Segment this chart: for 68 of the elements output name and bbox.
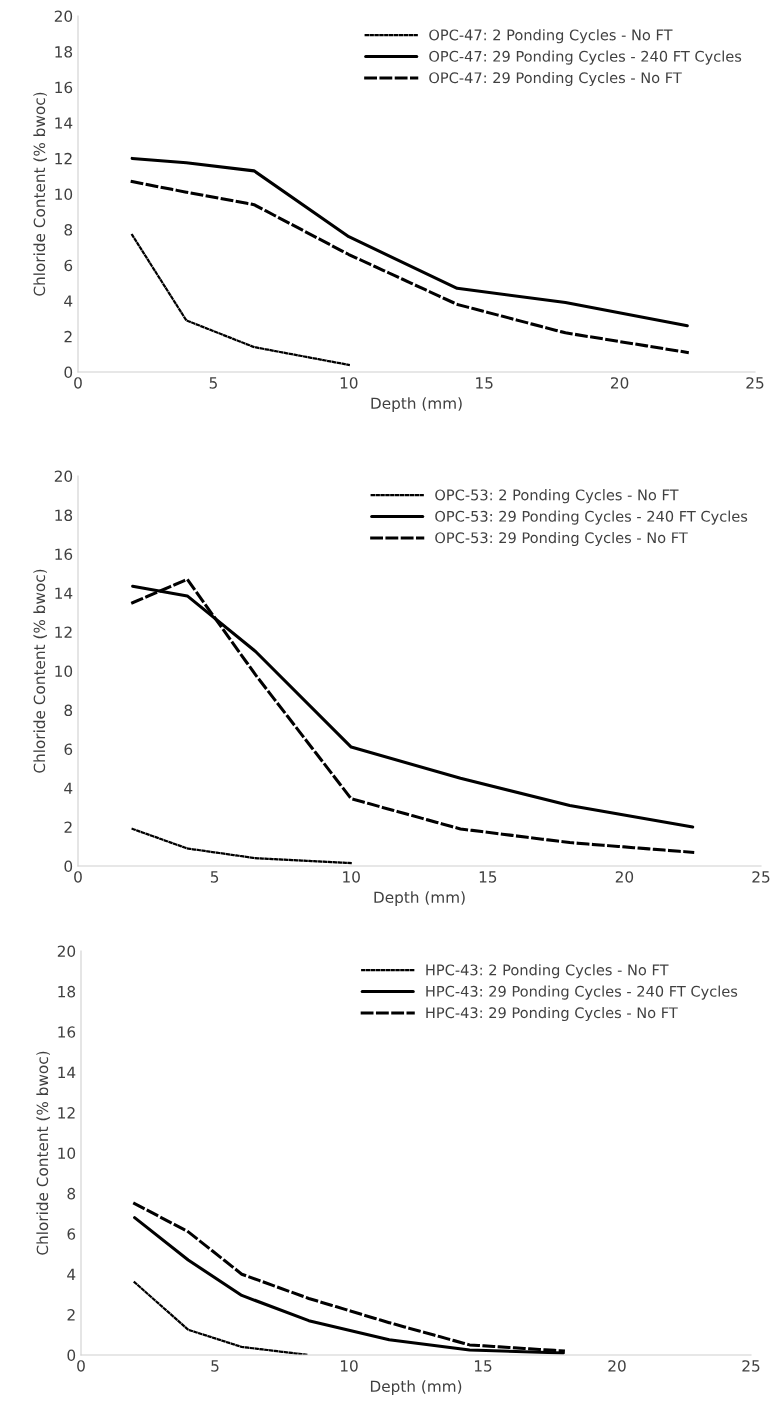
y-axis-title: Chloride Content (% bwoc) xyxy=(36,1051,50,1255)
y-tick-label: 6 xyxy=(67,1228,76,1240)
legend-label: OPC-47: 29 Ponding Cycles - 240 FT Cycles xyxy=(429,50,742,65)
legend-label: HPC-43: 29 Ponding Cycles - No FT xyxy=(426,1006,678,1022)
y-tick-label: 2 xyxy=(64,330,72,343)
x-tick-label: 25 xyxy=(752,871,770,883)
legend-label: OPC-47: 2 Ponding Cycles - No FT xyxy=(429,29,673,44)
x-tick-label: 5 xyxy=(209,377,217,389)
y-tick-label: 14 xyxy=(55,587,73,599)
line-series xyxy=(130,156,689,328)
x-tick-label: 20 xyxy=(611,377,629,389)
legend-label: OPC-53: 29 Ponding Cycles - 240 FT Cycles xyxy=(435,510,748,525)
y-tick-label: 16 xyxy=(55,81,73,94)
y-tick-label: 16 xyxy=(58,1026,76,1038)
line-series xyxy=(130,180,689,354)
y-tick-label: 10 xyxy=(55,665,73,678)
x-axis-title: Depth (mm) xyxy=(374,891,465,906)
line-series xyxy=(131,233,350,366)
y-tick-label: 18 xyxy=(58,985,76,998)
y-tick-label: 6 xyxy=(64,259,73,272)
y-tick-label: 16 xyxy=(55,548,73,561)
y-tick-label: 8 xyxy=(64,224,73,236)
y-tick-label: 20 xyxy=(54,10,73,23)
y-axis-title: Chloride Content (% bwoc) xyxy=(33,92,47,296)
y-tick-label: 2 xyxy=(64,821,72,833)
y-tick-label: 8 xyxy=(64,704,73,717)
x-tick-label: 0 xyxy=(77,1360,85,1372)
x-tick-label: 10 xyxy=(340,1360,358,1372)
legend-label: OPC-53: 29 Ponding Cycles - No FT xyxy=(435,531,688,547)
y-tick-label: 12 xyxy=(55,152,72,165)
x-tick-label: 15 xyxy=(479,871,497,883)
legend-label: OPC-53: 2 Ponding Cycles - No FT xyxy=(435,489,679,504)
y-tick-label: 0 xyxy=(67,1349,76,1362)
x-tick-label: 25 xyxy=(742,1360,760,1372)
y-tick-label: 4 xyxy=(64,782,73,794)
x-tick-label: 20 xyxy=(608,1360,626,1372)
y-tick-label: 0 xyxy=(64,366,73,379)
legend-label: HPC-43: 2 Ponding Cycles - No FT xyxy=(426,964,669,979)
y-tick-label: 4 xyxy=(67,1268,76,1280)
legend-label: OPC-47: 29 Ponding Cycles - No FT xyxy=(429,71,682,87)
y-axis-title: Chloride Content (% bwoc) xyxy=(33,569,47,773)
y-tick-label: 10 xyxy=(58,1147,76,1160)
y-tick-label: 0 xyxy=(64,860,73,873)
y-tick-label: 2 xyxy=(67,1309,75,1321)
line-series xyxy=(131,827,353,865)
y-tick-label: 12 xyxy=(55,626,72,638)
y-tick-label: 20 xyxy=(57,945,76,958)
x-axis-title: Depth (mm) xyxy=(371,397,462,412)
x-axis-title: Depth (mm) xyxy=(370,1380,462,1395)
y-tick-label: 4 xyxy=(64,295,73,307)
x-tick-label: 25 xyxy=(746,377,764,389)
x-tick-label: 10 xyxy=(343,871,360,883)
x-tick-label: 10 xyxy=(340,377,358,389)
y-tick-label: 20 xyxy=(54,470,73,483)
y-tick-label: 18 xyxy=(55,509,73,522)
y-tick-label: 6 xyxy=(64,743,73,756)
y-tick-label: 12 xyxy=(58,1107,75,1119)
x-tick-label: 5 xyxy=(211,1360,219,1372)
x-tick-label: 15 xyxy=(476,377,493,389)
y-tick-label: 18 xyxy=(55,46,73,58)
x-tick-label: 15 xyxy=(474,1360,492,1372)
x-tick-label: 5 xyxy=(210,871,219,883)
y-tick-label: 10 xyxy=(55,188,73,201)
y-tick-label: 8 xyxy=(67,1187,76,1200)
y-tick-label: 14 xyxy=(58,1066,76,1078)
legend-label: HPC-43: 29 Ponding Cycles - 240 FT Cycles xyxy=(426,985,738,1000)
y-tick-label: 14 xyxy=(55,117,73,129)
x-tick-label: 20 xyxy=(615,871,634,883)
